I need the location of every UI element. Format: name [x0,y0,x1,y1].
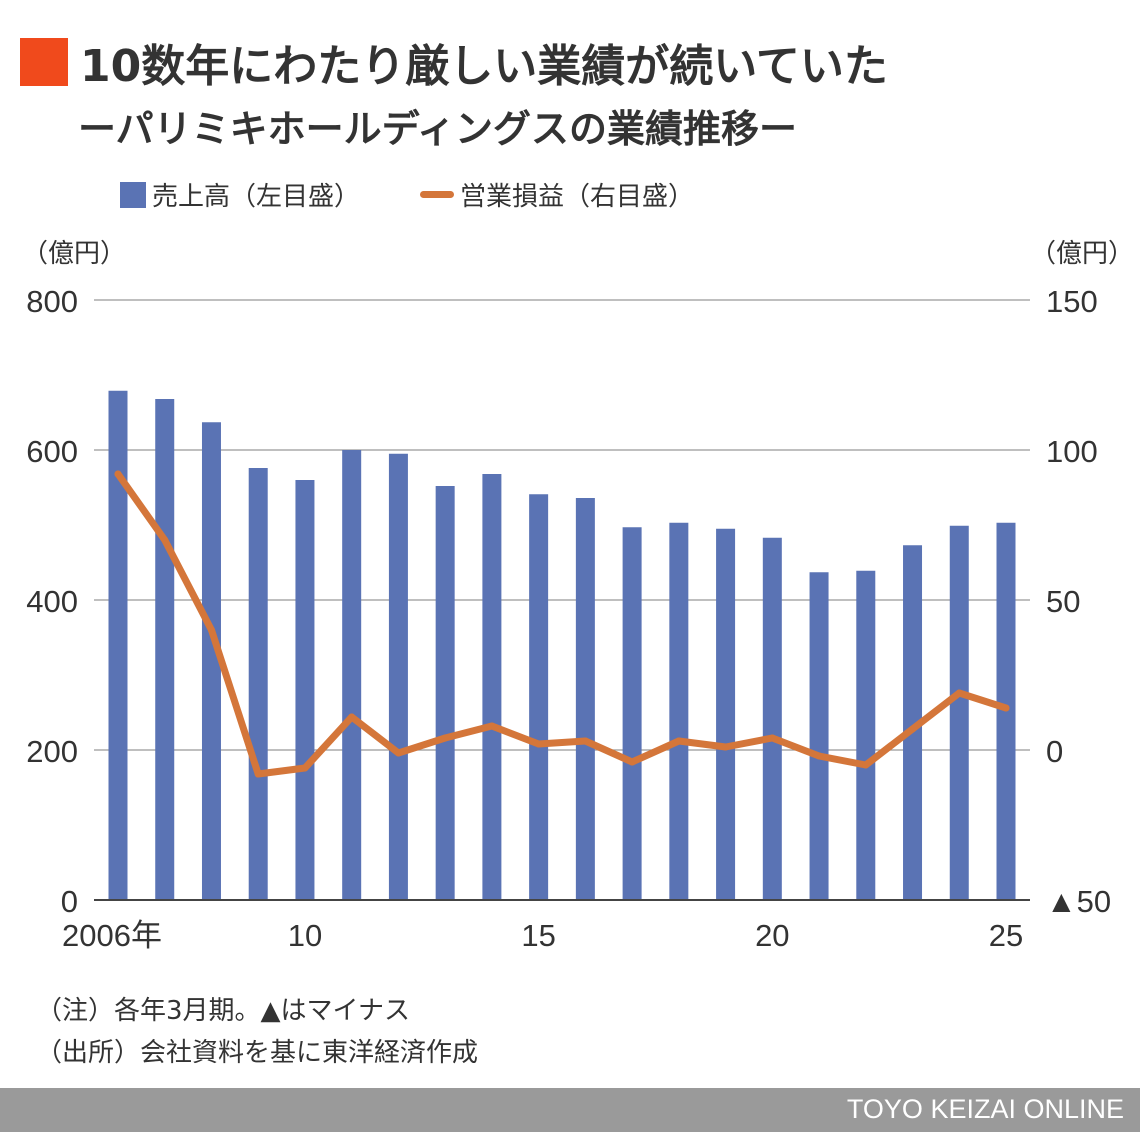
bar-2008 [201,422,221,900]
bar-2015 [529,494,549,900]
bar-2011 [342,450,362,900]
bar-2014 [482,474,502,900]
left-tick-label: 600 [26,434,78,469]
left-axis-unit: （億円） [22,239,126,269]
legend: 売上高（左目盛） 営業損益（右目盛） [120,176,694,213]
line-point-2012 [394,749,402,757]
left-tick-label: 0 [61,884,78,919]
right-tick-label: ▲50 [1046,884,1111,919]
bar-2012 [388,453,408,900]
line-point-2021 [815,752,823,760]
line-point-2020 [768,734,776,742]
chart-title: 10数年にわたり厳しい業績が続いていた [20,30,888,94]
line-point-2011 [348,713,356,721]
title-marker [20,38,68,86]
note: （注）各年3月期。▲はマイナス [36,996,411,1026]
line-point-2024 [955,689,963,697]
bar-2023 [903,545,923,900]
line-point-2009 [254,770,262,778]
bar-2009 [248,468,268,900]
source: （出所）会社資料を基に東洋経済作成 [36,1038,479,1068]
chart-subtitle: ーパリミキホールディングスの業績推移ー [78,107,797,151]
bar-2013 [435,486,455,900]
line-point-2007 [161,536,169,544]
line-point-2017 [628,758,636,766]
right-tick-label: 50 [1046,584,1080,619]
left-tick-label: 200 [26,734,78,769]
line-point-2019 [722,743,730,751]
legend-line-label: 営業損益（右目盛） [460,182,695,212]
x-tick-label: 10 [288,918,322,953]
bar-2021 [809,572,829,900]
chart-area: 0 200 400 600 800 ▲50 0 50 100 150 （億円） （億円） 2006年 10… [22,239,1134,953]
line-point-2013 [441,734,449,742]
legend-line-swatch [420,191,455,198]
right-tick-label: 0 [1046,734,1063,769]
bar-2019 [716,528,736,900]
x-tick-label: 15 [521,918,555,953]
bar-2022 [856,570,876,900]
legend-bar-label: 売上高（左目盛） [152,182,361,212]
right-tick-label: 150 [1046,284,1098,319]
line-point-2022 [862,761,870,769]
left-tick-label: 800 [26,284,78,319]
footer-brand: TOYO KEIZAI ONLINE [846,1094,1124,1124]
line-point-2010 [301,764,309,772]
line-point-2014 [488,722,496,730]
line-point-2016 [581,737,589,745]
footer-bar: TOYO KEIZAI ONLINE [0,1088,1140,1132]
left-tick-label: 400 [26,584,78,619]
legend-bar-swatch [120,181,146,208]
x-tick-label: 2006年 [62,918,162,953]
line-point-2025 [1002,704,1010,712]
bar-2018 [669,522,689,900]
bar-2016 [575,498,595,900]
bar-2020 [762,537,782,900]
bar-2024 [949,525,969,900]
bar-2017 [622,527,642,900]
right-tick-label: 100 [1046,434,1098,469]
line-point-2015 [535,740,543,748]
line-point-2008 [207,626,215,634]
bar-2006 [108,390,128,900]
bar-2010 [295,480,315,900]
x-tick-label: 20 [755,918,789,953]
operating-profit-line [114,470,1010,778]
bar-2007 [155,399,175,900]
line-point-2006 [114,470,122,478]
line-point-2023 [909,725,917,733]
right-axis-unit: （億円） [1030,239,1134,269]
x-tick-label: 25 [989,918,1023,953]
title-text: 10数年にわたり厳しい業績が続いていた [80,41,888,92]
line-point-2018 [675,737,683,745]
